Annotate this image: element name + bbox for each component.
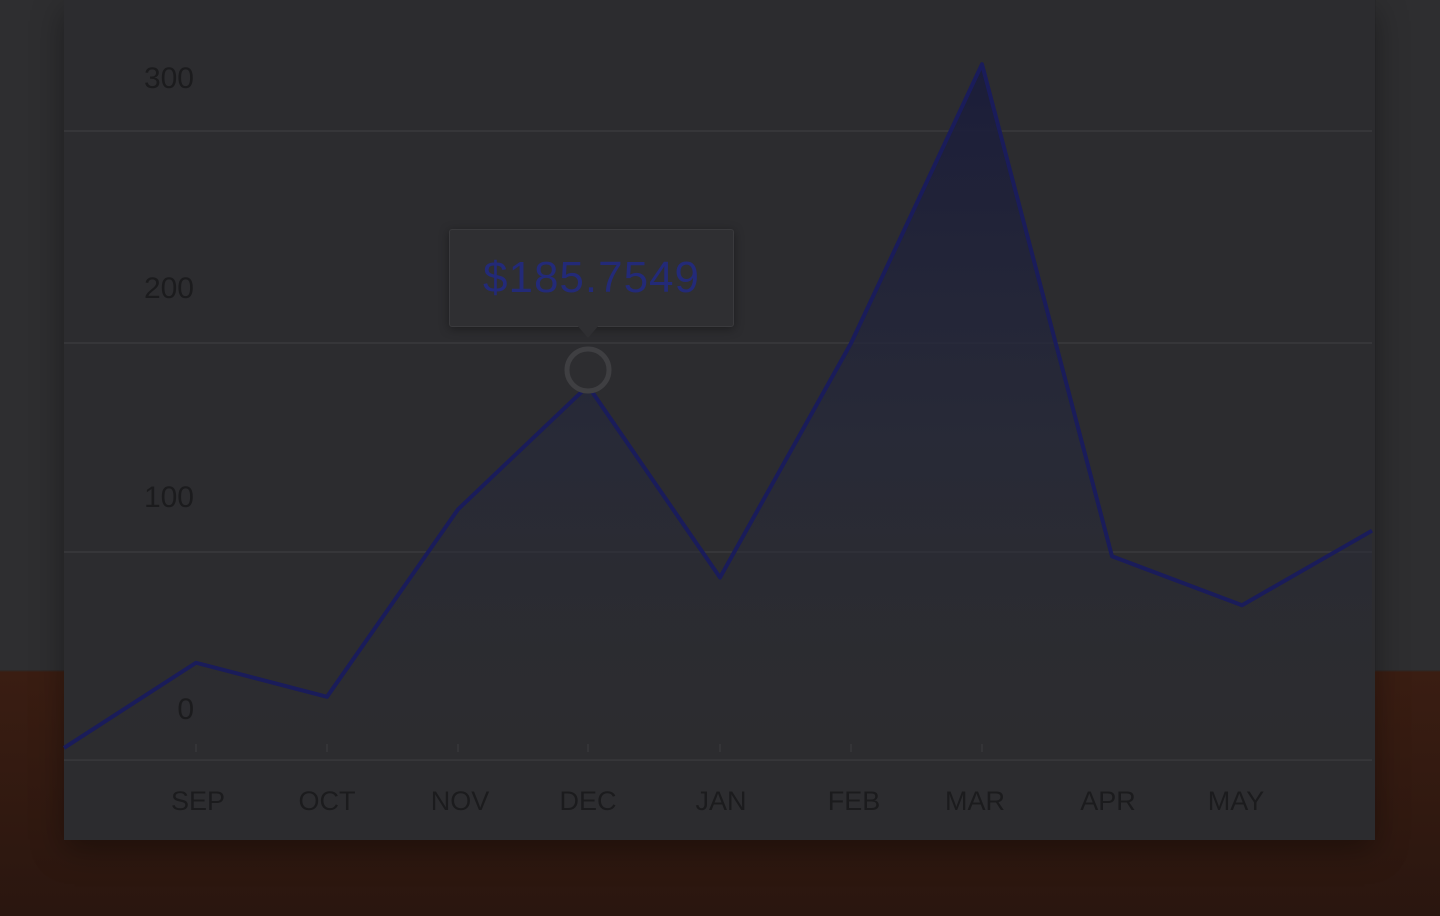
left-margin [0,0,64,670]
x-tick-label-apr: APR [1080,786,1136,816]
data-point[interactable] [61,745,67,751]
data-point[interactable] [848,340,854,346]
data-point[interactable] [1369,528,1375,534]
y-tick-label: 200 [144,272,194,305]
x-tick-label-nov: NOV [431,786,490,816]
series-area [64,64,1372,761]
x-tick-label-feb: FEB [828,786,881,816]
y-tick-label: 0 [177,693,194,726]
data-point[interactable] [979,61,985,67]
data-point[interactable] [193,660,199,666]
tooltip-value: $185.7549 [483,253,700,302]
x-tick-label-mar: MAR [945,786,1005,816]
y-axis-ticks: 0 100 200 300 [144,62,194,726]
x-tick-label-oct: OCT [299,786,356,816]
data-point[interactable] [1239,602,1245,608]
series-line-path [62,62,1373,750]
hover-point[interactable] [564,346,612,394]
area-fill [64,64,1372,761]
data-point[interactable] [1109,553,1115,559]
x-tick-label-may: MAY [1208,786,1265,816]
x-tick-label-dec: DEC [559,786,616,816]
value-tooltip: $185.7549 [449,229,734,327]
x-tick-label-sep: SEP [171,786,225,816]
x-axis-ticks: SEP OCT NOV DEC JAN FEB MAR APR MAY [171,786,1264,816]
y-tick-label: 300 [144,62,194,95]
data-points [61,61,1375,751]
series-line [62,62,1373,750]
y-tick-label: 100 [144,481,194,514]
data-point[interactable] [717,575,723,581]
data-point[interactable] [324,694,330,700]
x-tick-label-jan: JAN [695,786,746,816]
right-margin [1376,0,1440,670]
tooltip-arrow [576,324,600,338]
data-point[interactable] [455,506,461,512]
